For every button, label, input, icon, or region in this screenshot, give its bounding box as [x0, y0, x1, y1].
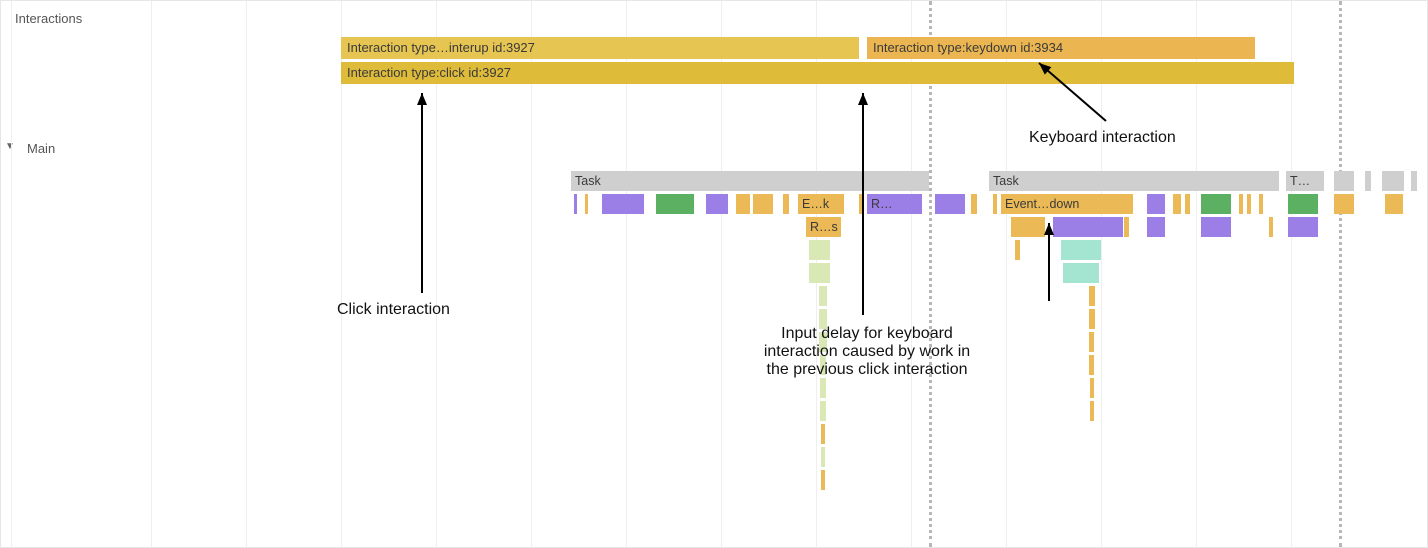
flame-event[interactable] [1288, 194, 1318, 214]
flame-event[interactable] [783, 194, 789, 214]
task-bar[interactable]: T… [1286, 171, 1324, 191]
flame-event[interactable] [1061, 240, 1101, 260]
task-bar[interactable] [1334, 171, 1354, 191]
track-label-interactions: Interactions [1, 7, 151, 26]
interaction-bar[interactable]: Interaction type…interup id:3927 [341, 37, 859, 59]
annotation-arrow [1037, 211, 1061, 313]
track-label-main: Main [13, 137, 163, 156]
flame-event[interactable] [1090, 378, 1094, 398]
flame-event[interactable] [821, 424, 825, 444]
flame-event[interactable] [1089, 286, 1095, 306]
flame-event[interactable] [971, 194, 977, 214]
flame-event[interactable] [820, 401, 826, 421]
task-bar[interactable] [1365, 171, 1371, 191]
flame-event[interactable]: R…s [806, 217, 841, 237]
task-bar[interactable] [1382, 171, 1404, 191]
annotation-arrow [410, 81, 434, 305]
flame-event[interactable] [736, 194, 750, 214]
flame-event[interactable] [1288, 217, 1318, 237]
flame-event[interactable] [706, 194, 728, 214]
flame-event[interactable] [602, 194, 644, 214]
flame-event[interactable] [656, 194, 694, 214]
flame-event[interactable] [753, 194, 773, 214]
annotation-label: Input delay for keyboard interaction cau… [764, 325, 970, 379]
gridline [246, 1, 247, 547]
task-bar[interactable]: Task [571, 171, 929, 191]
annotation-label: Click interaction [337, 301, 450, 319]
flame-event[interactable] [821, 470, 825, 490]
flame-event[interactable] [820, 378, 826, 398]
flame-event[interactable] [1385, 194, 1403, 214]
flame-event[interactable]: R… [867, 194, 922, 214]
flame-event[interactable] [1124, 217, 1129, 237]
flame-event[interactable]: Event…down [1001, 194, 1133, 214]
gridline [11, 1, 12, 547]
flame-event[interactable] [1269, 217, 1273, 237]
flame-event[interactable] [1063, 263, 1099, 283]
performance-panel: Interactions ▼ Main Interaction type…int… [0, 0, 1428, 548]
flame-event[interactable] [1089, 332, 1094, 352]
flame-event[interactable] [1089, 355, 1094, 375]
flame-event[interactable] [1089, 309, 1095, 329]
flame-event[interactable] [574, 194, 577, 214]
time-marker [1339, 1, 1342, 547]
flame-event[interactable] [1090, 401, 1094, 421]
task-bar[interactable]: Task [989, 171, 1279, 191]
flame-event[interactable] [809, 263, 830, 283]
interaction-bar[interactable]: Interaction type:click id:3927 [341, 62, 1294, 84]
flame-event[interactable] [1247, 194, 1251, 214]
flame-event[interactable] [1201, 217, 1231, 237]
annotation-label: Keyboard interaction [1029, 129, 1176, 147]
flame-event[interactable] [1173, 194, 1181, 214]
flame-event[interactable] [993, 194, 997, 214]
flame-event[interactable] [1239, 194, 1243, 214]
flame-event[interactable] [935, 194, 965, 214]
flame-event[interactable]: E…k [798, 194, 844, 214]
flame-event[interactable] [1259, 194, 1263, 214]
flame-event[interactable] [585, 194, 588, 214]
flame-event[interactable] [1334, 194, 1354, 214]
flame-event[interactable] [809, 240, 830, 260]
flame-event[interactable] [1147, 217, 1165, 237]
flame-event[interactable] [821, 447, 825, 467]
flame-event[interactable] [1201, 194, 1231, 214]
flame-event[interactable] [1015, 240, 1020, 260]
flame-event[interactable] [1185, 194, 1190, 214]
annotation-arrow [1027, 51, 1118, 133]
flame-event[interactable] [1147, 194, 1165, 214]
flame-event[interactable] [1053, 217, 1123, 237]
flame-event[interactable] [819, 286, 827, 306]
annotation-arrow [851, 81, 875, 327]
gridline [151, 1, 152, 547]
task-bar[interactable] [1411, 171, 1417, 191]
